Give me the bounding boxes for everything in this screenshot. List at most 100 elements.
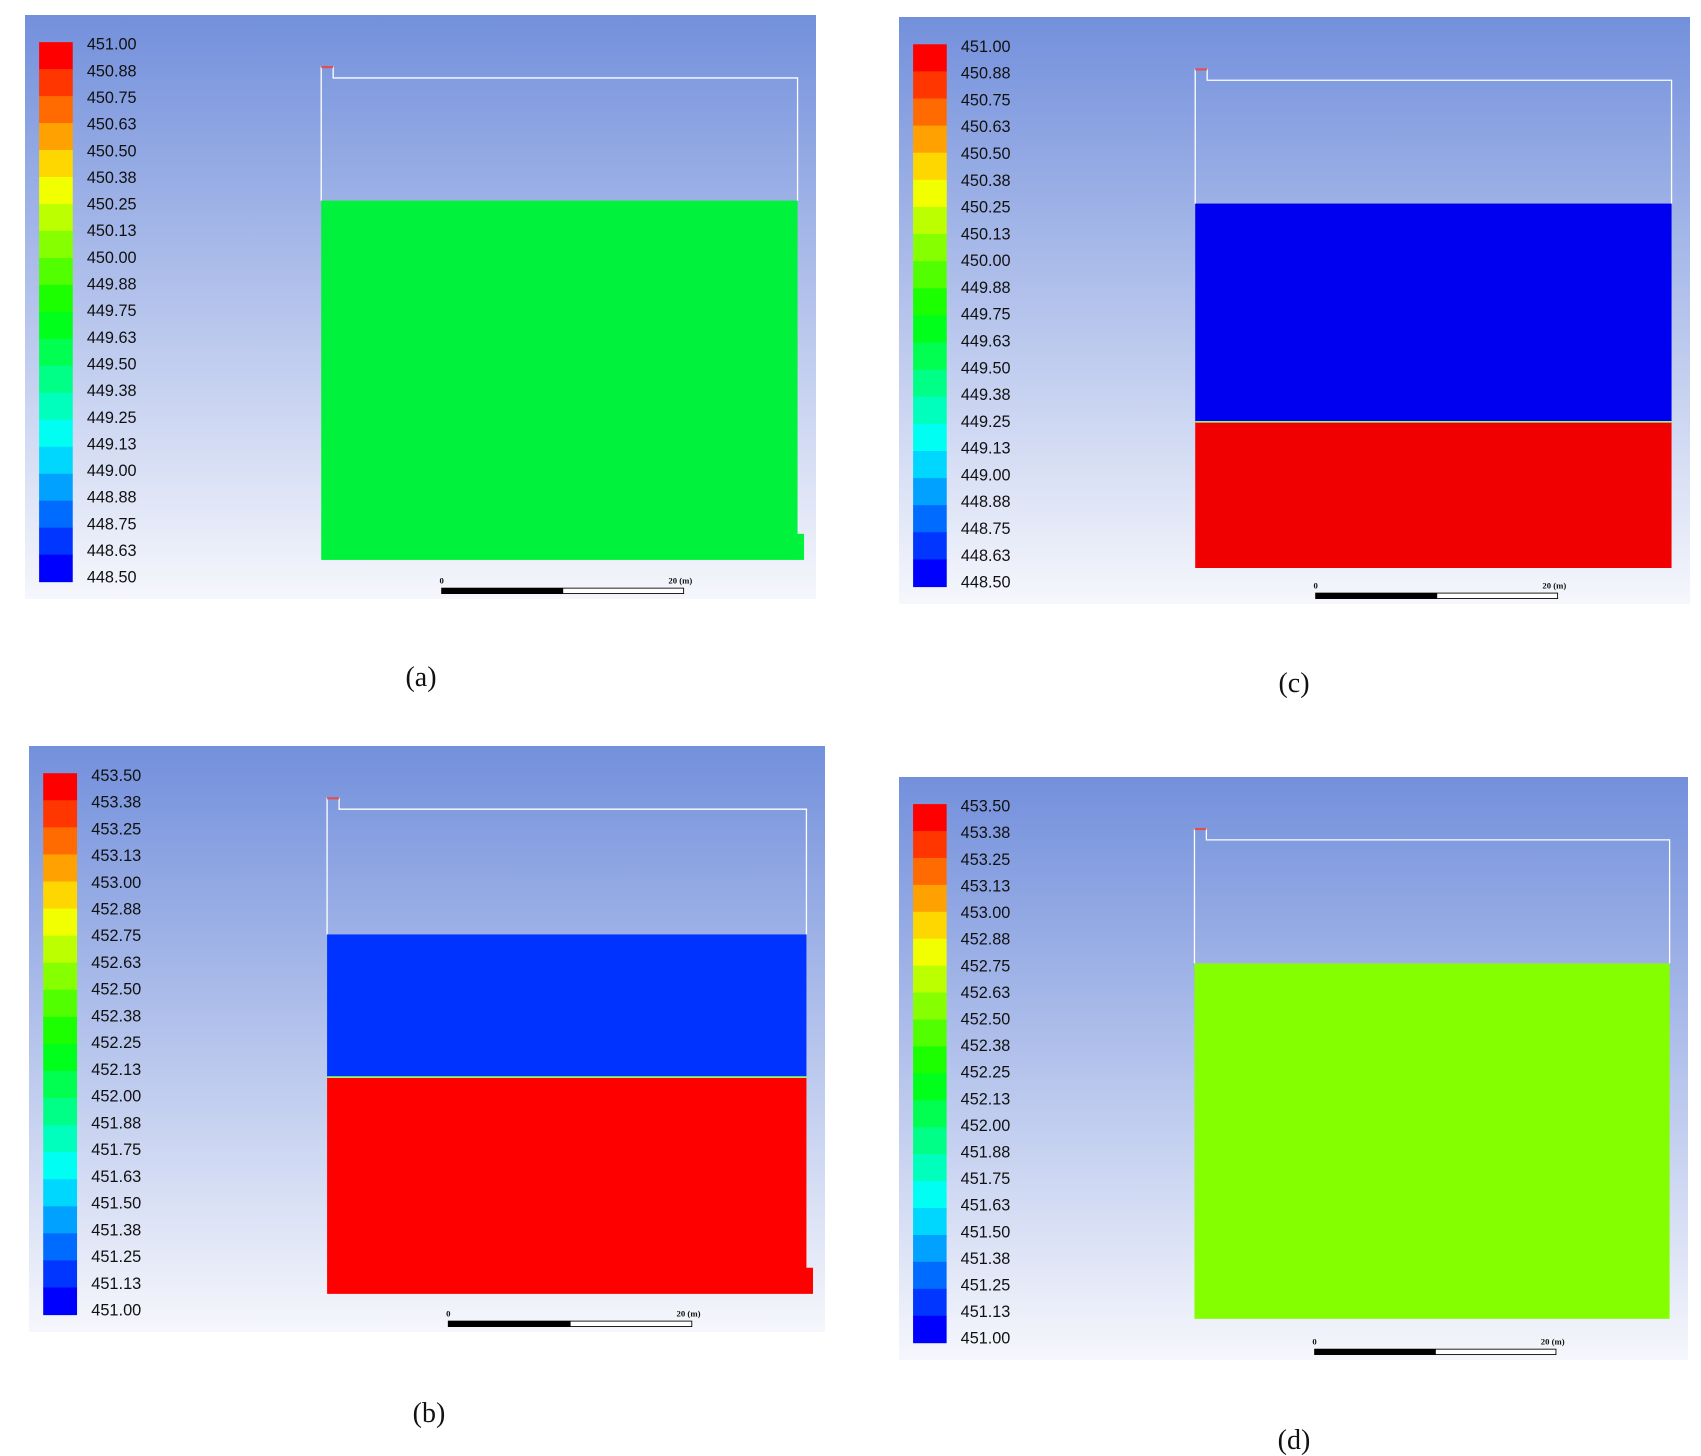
- colorbar-label: 449.38: [87, 382, 137, 400]
- colorbar-label: 451.50: [91, 1195, 141, 1213]
- colorbar-segment: [43, 1287, 78, 1316]
- colorbar-label: 450.00: [87, 249, 137, 267]
- colorbar-label: 450.25: [961, 199, 1011, 217]
- colorbar-segment: [39, 284, 73, 313]
- scale-label: 0: [446, 1309, 451, 1319]
- colorbar-segment: [913, 125, 947, 154]
- colorbar-label: 449.00: [87, 462, 137, 480]
- colorbar-segment: [43, 1125, 78, 1153]
- colorbar-segment: [39, 42, 73, 70]
- colorbar-label: 451.88: [91, 1114, 141, 1132]
- colorbar-label: 449.38: [961, 386, 1011, 404]
- colorbar-label: 449.75: [87, 302, 137, 320]
- colorbar-segment: [39, 311, 73, 340]
- colorbar-label: 453.50: [961, 798, 1011, 816]
- colorbar-segment: [43, 881, 78, 910]
- colorbar-label: 452.63: [961, 984, 1011, 1002]
- colorbar-label: 453.25: [961, 851, 1011, 869]
- colorbar-label: 452.13: [91, 1061, 141, 1079]
- fluid-region: [327, 934, 807, 1078]
- colorbar-segment: [39, 554, 73, 583]
- colorbar-segment: [43, 1070, 78, 1099]
- colorbar-segment: [39, 203, 73, 232]
- colorbar-segment: [913, 369, 947, 398]
- colorbar-segment: [913, 423, 947, 452]
- colorbar-label: 452.75: [91, 927, 141, 945]
- colorbar-label: 453.13: [961, 877, 1011, 895]
- colorbar-label: 452.50: [961, 1010, 1011, 1028]
- panel-caption: (b): [412, 1398, 446, 1429]
- colorbar-segment: [913, 261, 947, 289]
- colorbar-label: 451.25: [961, 1276, 1011, 1294]
- colorbar-segment: [43, 989, 78, 1018]
- scale-label: 0: [1312, 1337, 1316, 1347]
- colorbar-label: 451.38: [961, 1250, 1011, 1268]
- colorbar-segment: [43, 1260, 78, 1289]
- colorbar-label: 450.63: [961, 118, 1011, 136]
- colorbar-segment: [913, 71, 947, 100]
- colorbar-segment: [913, 1181, 947, 1209]
- colorbar-segment: [913, 98, 947, 127]
- colorbar-label: 449.00: [961, 466, 1011, 484]
- colorbar-label: 451.88: [961, 1143, 1011, 1161]
- colorbar-segment: [39, 500, 73, 529]
- colorbar-segment: [913, 234, 947, 262]
- outlet-step: [805, 1267, 813, 1294]
- fluid-region: [1194, 963, 1670, 1319]
- colorbar-segment: [913, 938, 947, 967]
- colorbar-label: 448.63: [87, 542, 137, 560]
- colorbar-segment: [43, 962, 78, 991]
- tank-outline: [1194, 68, 1673, 204]
- colorbar-label: 451.38: [91, 1221, 141, 1239]
- scale-label: 20 (m): [1541, 1337, 1565, 1347]
- contour-panel: 453.50 453.38 453.25 453.13 453.00 452.88 452.…: [29, 746, 825, 1332]
- colorbar-label: 452.63: [91, 954, 141, 972]
- colorbar-segment: [913, 1261, 947, 1290]
- colorbar-segment: [913, 1234, 947, 1263]
- colorbar-label: 451.75: [91, 1141, 141, 1159]
- colorbar-segment: [43, 800, 78, 828]
- panel-caption: (c): [1278, 668, 1310, 699]
- tank-outline: [320, 66, 799, 201]
- colorbar-segment: [43, 1043, 78, 1072]
- scale-bar-black: [1314, 1349, 1436, 1355]
- scale-label: 0: [1313, 581, 1318, 591]
- colorbar-segment: [913, 342, 947, 371]
- colorbar-segment: [39, 69, 73, 97]
- outlet-step: [796, 533, 805, 560]
- colorbar-segment: [43, 854, 78, 883]
- colorbar-segment: [43, 908, 78, 937]
- colorbar-segment: [39, 527, 73, 556]
- colorbar-segment: [913, 1073, 947, 1101]
- colorbar-segment: [913, 1046, 947, 1074]
- colorbar-segment: [913, 911, 947, 940]
- colorbar-segment: [913, 857, 947, 886]
- colorbar-segment: [913, 831, 947, 859]
- colorbar-label: 453.38: [91, 794, 141, 812]
- colorbar-label: 448.88: [87, 489, 137, 507]
- tank-outline: [326, 797, 808, 935]
- colorbar-segment: [43, 935, 78, 964]
- colorbar-label: 453.38: [961, 824, 1011, 842]
- colorbar-segment: [913, 1100, 947, 1128]
- colorbar-segment: [43, 827, 78, 855]
- colorbar-label: 449.25: [87, 409, 137, 427]
- colorbar-segment: [913, 1127, 947, 1155]
- colorbar-label: 451.50: [961, 1223, 1011, 1241]
- colorbar-label: 450.88: [961, 65, 1011, 83]
- colorbar-label: 449.75: [961, 306, 1011, 324]
- colorbar-label: 450.75: [961, 91, 1011, 109]
- colorbar-segment: [913, 1154, 947, 1182]
- colorbar-label: 452.50: [91, 981, 141, 999]
- colorbar-segment: [39, 446, 73, 475]
- colorbar-segment: [913, 505, 947, 533]
- fluid-region: [1195, 203, 1672, 422]
- colorbar-label: 450.13: [87, 222, 137, 240]
- colorbar-segment: [913, 44, 947, 72]
- colorbar-segment: [913, 804, 947, 832]
- fluid-region: [1195, 421, 1672, 568]
- colorbar-label: 448.63: [961, 547, 1011, 565]
- colorbar-label: 452.00: [91, 1088, 141, 1106]
- colorbar-segment: [913, 179, 947, 208]
